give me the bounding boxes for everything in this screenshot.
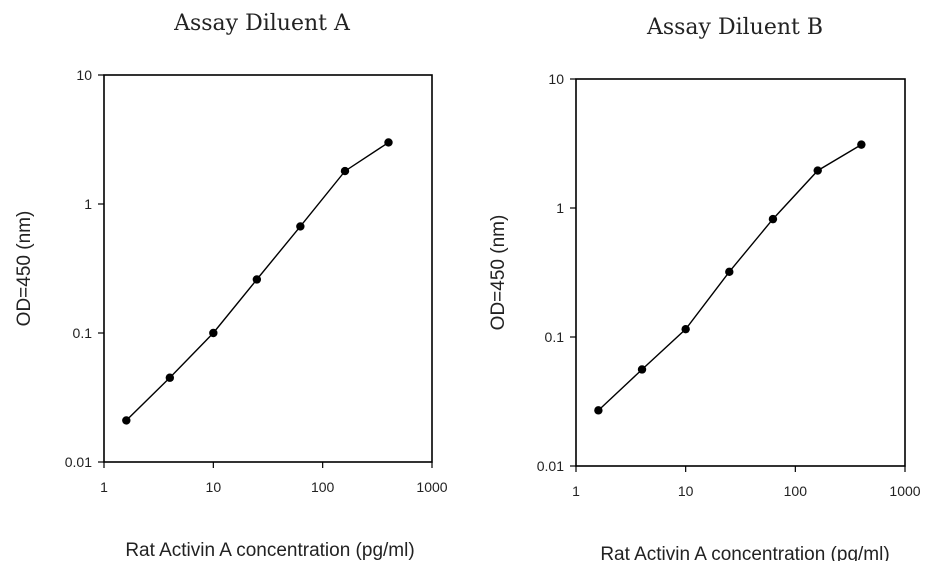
data-point (252, 275, 262, 284)
data-point (384, 138, 393, 147)
data-point (637, 365, 647, 374)
y-tick-label: 1 (556, 200, 564, 216)
x-tick-label: 100 (311, 479, 335, 495)
chart-assay-diluent-b: Assay Diluent B 1 10 100 1000 0.01 0.1 1 10 Rat A… (488, 15, 921, 561)
y-tick-label: 0.01 (537, 458, 564, 474)
plot-frame (575, 78, 906, 467)
data-point (209, 328, 218, 338)
plot-frame (103, 74, 433, 463)
series-line (597, 143, 862, 411)
y-tick-label: 0.1 (545, 329, 565, 345)
data-point (296, 222, 305, 231)
x-tick-label: 100 (784, 483, 808, 499)
y-tick-label: 0.01 (65, 454, 92, 470)
data-point (813, 166, 822, 175)
data-point (681, 324, 690, 334)
y-axis-label: OD=450 (nm) (14, 211, 35, 327)
chart-title: Assay Diluent A (173, 11, 351, 36)
y-tick-label: 10 (76, 67, 92, 83)
chart-title: Assay Diluent B (646, 15, 823, 40)
data-point (594, 406, 603, 415)
data-point (768, 214, 778, 224)
x-tick-label: 1 (572, 483, 580, 499)
x-tick-label: 1000 (416, 479, 447, 495)
data-point (725, 267, 734, 277)
data-point (165, 373, 175, 382)
y-tick-label: 10 (548, 71, 564, 87)
data-point (122, 416, 131, 425)
data-point (857, 140, 866, 149)
y-tick-label: 0.1 (73, 325, 93, 341)
x-axis-label: Rat Activin A concentration (pg/ml) (600, 544, 889, 561)
x-tick-label: 1000 (889, 483, 920, 499)
data-point (340, 166, 350, 176)
x-tick-label: 1 (100, 479, 108, 495)
y-tick-label: 1 (84, 196, 92, 212)
x-tick-label: 10 (678, 483, 694, 499)
chart-assay-diluent-a: Assay Diluent A 1 10 100 1000 0.01 0.1 1 10 Rat A… (14, 11, 448, 561)
y-axis-label: OD=450 (nm) (488, 215, 509, 331)
x-tick-label: 10 (206, 479, 222, 495)
x-axis-label: Rat Activin A concentration (pg/ml) (125, 540, 414, 561)
